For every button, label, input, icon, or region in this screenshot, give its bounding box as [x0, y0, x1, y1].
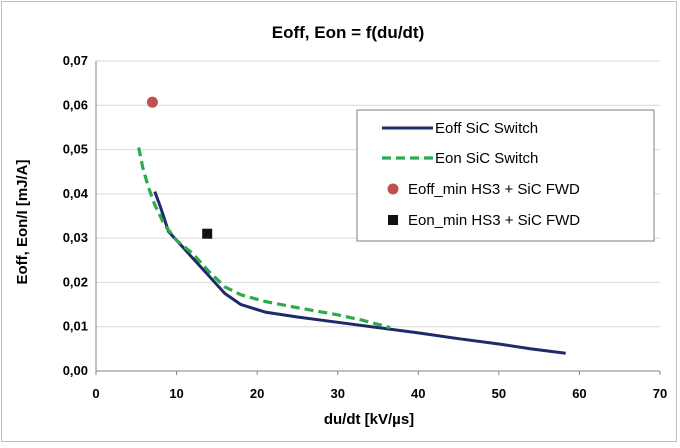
legend-entry-label: Eoff_min HS3 + SiC FWD	[408, 181, 580, 198]
y-tick-label: 0,01	[63, 319, 88, 334]
legend: Eoff SiC Switch Eon SiC Switch Eoff_min HS…	[356, 109, 655, 242]
x-tick-label: 0	[92, 386, 99, 401]
legend-entry-label: Eon_min HS3 + SiC FWD	[408, 212, 580, 229]
legend-box	[356, 109, 655, 242]
y-tick-label: 0,02	[63, 274, 88, 289]
legend-swatch-circle	[387, 183, 399, 195]
y-tick-label: 0,04	[63, 186, 89, 201]
x-tick-label: 70	[653, 386, 667, 401]
chart-title: Eoff, Eon = f(du/dt)	[272, 23, 425, 42]
x-tick-label: 10	[169, 386, 183, 401]
series-group	[137, 96, 566, 355]
y-tick-label: 0,00	[63, 363, 88, 378]
x-tick-label: 50	[492, 386, 506, 401]
x-tick-label: 30	[330, 386, 344, 401]
series-line-1	[137, 147, 391, 330]
legend-entry-label: Eon SiC Switch	[435, 150, 538, 167]
x-axis-label: du/dt [kV/µs]	[324, 411, 414, 428]
y-tick-label: 0,07	[63, 53, 88, 68]
y-tick-label: 0,06	[63, 97, 88, 112]
y-axis-label: Eoff, Eon/I [mJ/A]	[14, 160, 31, 285]
chart: Eoff, Eon = f(du/dt) 0 10 20 30 40 50 60 70 0,0…	[14, 23, 667, 428]
chart-frame: Eoff, Eon = f(du/dt) 0 10 20 30 40 50 60 70 0,0…	[1, 1, 677, 442]
x-tick-label: 40	[411, 386, 425, 401]
x-tick-labels: 0 10 20 30 40 50 60 70	[92, 386, 667, 401]
y-tick-label: 0,03	[63, 230, 88, 245]
x-tick-label: 20	[250, 386, 264, 401]
data-point-circle	[146, 96, 158, 108]
legend-entry-label: Eoff SiC Switch	[435, 120, 538, 137]
y-tick-labels: 0,00 0,01 0,02 0,03 0,04 0,05 0,06 0,07	[63, 53, 89, 378]
y-tick-label: 0,05	[63, 142, 88, 157]
axes	[95, 61, 661, 375]
data-point-square	[202, 228, 213, 239]
legend-swatch-square	[388, 215, 398, 225]
x-tick-label: 60	[572, 386, 586, 401]
